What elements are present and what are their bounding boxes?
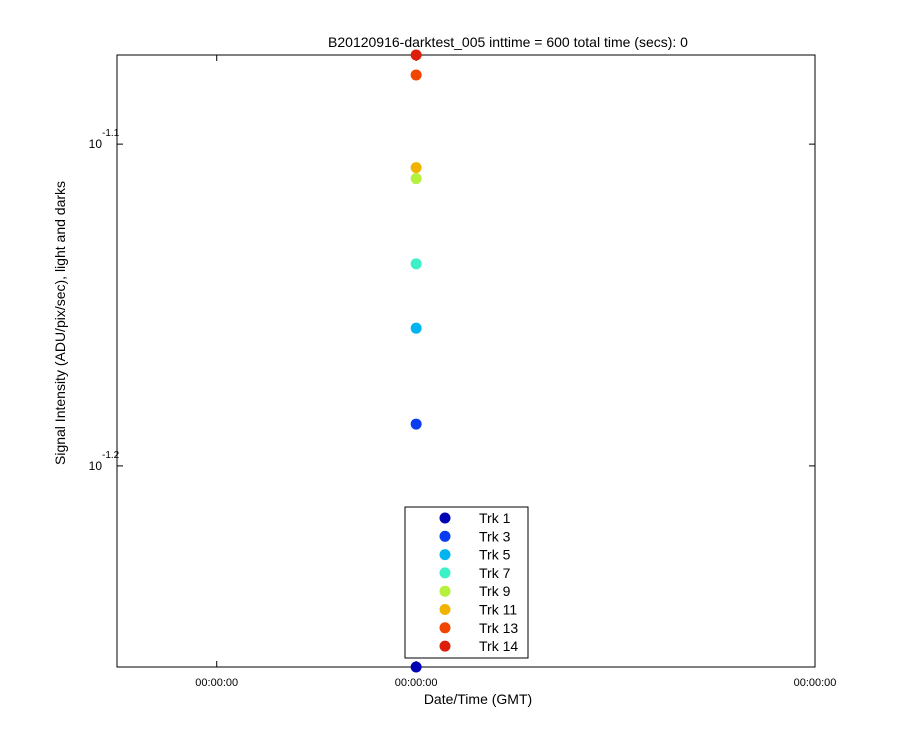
data-point [410,322,422,334]
x-tick-label: 00:00:00 [395,677,438,689]
legend-marker [439,512,451,524]
y-tick-label-exponent: -1.2 [102,450,120,461]
legend-label: Trk 7 [479,565,511,581]
legend-label: Trk 11 [479,602,517,618]
x-tick-label: 00:00:00 [794,677,837,689]
data-point [410,661,422,673]
legend-marker [439,604,451,615]
data-point [410,69,422,81]
data-point [410,162,422,174]
y-axis: 10-1.110-1.2 [89,128,815,473]
legend-marker [439,640,451,652]
y-tick-label-base: 10 [89,459,103,473]
data-point [410,418,422,430]
y-tick-label-base: 10 [89,137,103,151]
data-point [410,173,422,185]
legend-marker [439,585,451,597]
x-axis-label: Date/Time (GMT) [424,691,532,707]
legend-label: Trk 13 [479,620,518,636]
chart-title: B20120916-darktest_005 inttime = 600 tot… [328,34,688,50]
x-axis: 00:00:00 00:00:00 00:00:00 [195,55,836,689]
legend: Trk 1 Trk 3 Trk 5 Trk 7 Trk 9 Trk 11 Trk 13 Trk… [404,506,529,659]
legend-box [404,506,529,659]
legend-marker [439,622,451,634]
data-point [410,258,422,270]
legend-label: Trk 1 [479,510,511,526]
y-tick-label-exponent: -1.1 [102,128,120,139]
legend-label: Trk 9 [479,583,511,599]
legend-marker [439,549,451,561]
legend-label: Trk 3 [479,528,511,544]
legend-label: Trk 5 [479,547,511,563]
x-tick-label: 00:00:00 [195,677,238,689]
y-axis-label: Signal Intensity (ADU/pix/sec), light an… [52,181,68,465]
legend-marker [439,530,451,542]
data-point [410,49,422,61]
legend-marker [439,567,451,579]
data-points [410,49,422,673]
legend-label: Trk 14 [479,638,518,654]
